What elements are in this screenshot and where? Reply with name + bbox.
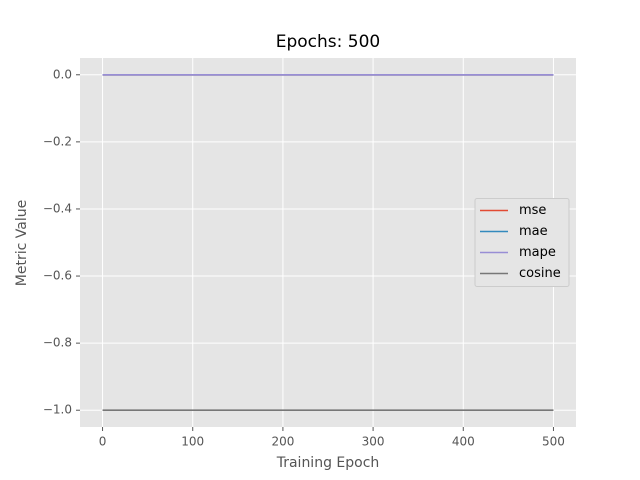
legend-box [474, 198, 570, 287]
x-tick-label: 0 [99, 435, 107, 449]
chart-title: Epochs: 500 [276, 32, 381, 52]
legend-label: mape [519, 245, 556, 260]
legend-label: cosine [519, 266, 561, 281]
y-tick-label: −0.6 [43, 269, 72, 283]
y-tick-label: −0.4 [43, 201, 72, 215]
x-tick-label: 300 [362, 435, 385, 449]
legend-label: mae [519, 224, 548, 239]
y-tick-label: −0.2 [43, 134, 72, 148]
x-tick-label: 500 [542, 435, 565, 449]
y-tick-label: −1.0 [43, 403, 72, 417]
legend: mse mae mape cosine [474, 198, 570, 287]
y-axis-label: Metric Value [14, 200, 30, 286]
legend-label: mse [519, 203, 546, 218]
y-tick-label: −0.8 [43, 336, 72, 350]
y-tick-label: 0.0 [53, 67, 72, 81]
x-tick-label: 200 [271, 435, 294, 449]
x-tick-label: 400 [452, 435, 475, 449]
x-tick-label: 100 [181, 435, 204, 449]
x-axis-label: Training Epoch [276, 455, 380, 471]
